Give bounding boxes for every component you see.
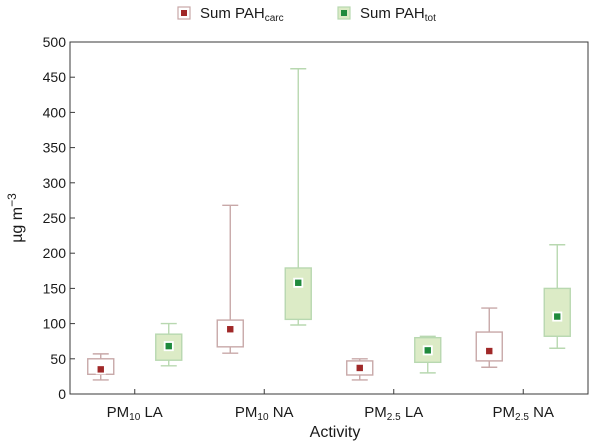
legend-marker [341,10,347,16]
y-tick-label: 450 [43,69,67,85]
y-axis: 0 50 100 150 200 250 300 350 400 450 500 [43,34,75,402]
box-marks [87,68,571,381]
x-tick-label: PM2.5 LA [364,404,423,423]
iqr-box [284,267,312,321]
x-axis: PM10 LA PM10 NA PM2.5 LA PM2.5 NA [107,389,554,423]
legend: Sum PAHcarc Sum PAHtot [177,5,436,24]
legend-item-tot: Sum PAHtot [337,5,436,24]
y-tick-label: 500 [43,34,67,50]
box-carc-0 [87,353,115,381]
legend-label: Sum PAHcarc [200,5,284,24]
y-tick-label: 100 [43,316,67,332]
median-marker [227,326,234,333]
y-tick-label: 200 [43,245,67,261]
box-carc-3 [475,307,503,368]
legend-item-carc: Sum PAHcarc [177,5,284,24]
x-tick-label: PM10 NA [235,404,294,423]
y-tick-label: 150 [43,280,67,296]
y-tick-label: 250 [43,210,67,226]
y-axis-title: µg m−3 [5,193,26,243]
plot-frame [69,41,589,395]
box-tot-2 [414,335,442,374]
box-tot-0 [155,322,183,367]
x-tick-label: PM10 LA [107,404,163,423]
y-tick-label: 0 [58,386,66,402]
median-marker [486,347,493,355]
y-tick-label: 400 [43,104,67,120]
x-axis-title: Activity [310,424,361,441]
iqr-box [475,331,503,362]
legend-marker [181,10,187,16]
median-marker [165,342,172,350]
median-marker [424,347,431,354]
y-tick-label: 300 [43,175,67,191]
median-marker [356,364,363,372]
y-tick-label: 50 [50,351,66,367]
box-tot-3 [543,244,571,349]
legend-label: Sum PAHtot [360,5,436,24]
median-marker [554,313,561,320]
median-marker [97,366,104,373]
box-tot-1 [284,68,312,326]
y-tick-label: 350 [43,140,67,156]
box-carc-2 [346,358,374,381]
x-tick-label: PM2.5 NA [493,404,554,423]
median-marker [295,279,302,286]
box-carc-1 [216,204,244,354]
plot-border [69,41,589,395]
